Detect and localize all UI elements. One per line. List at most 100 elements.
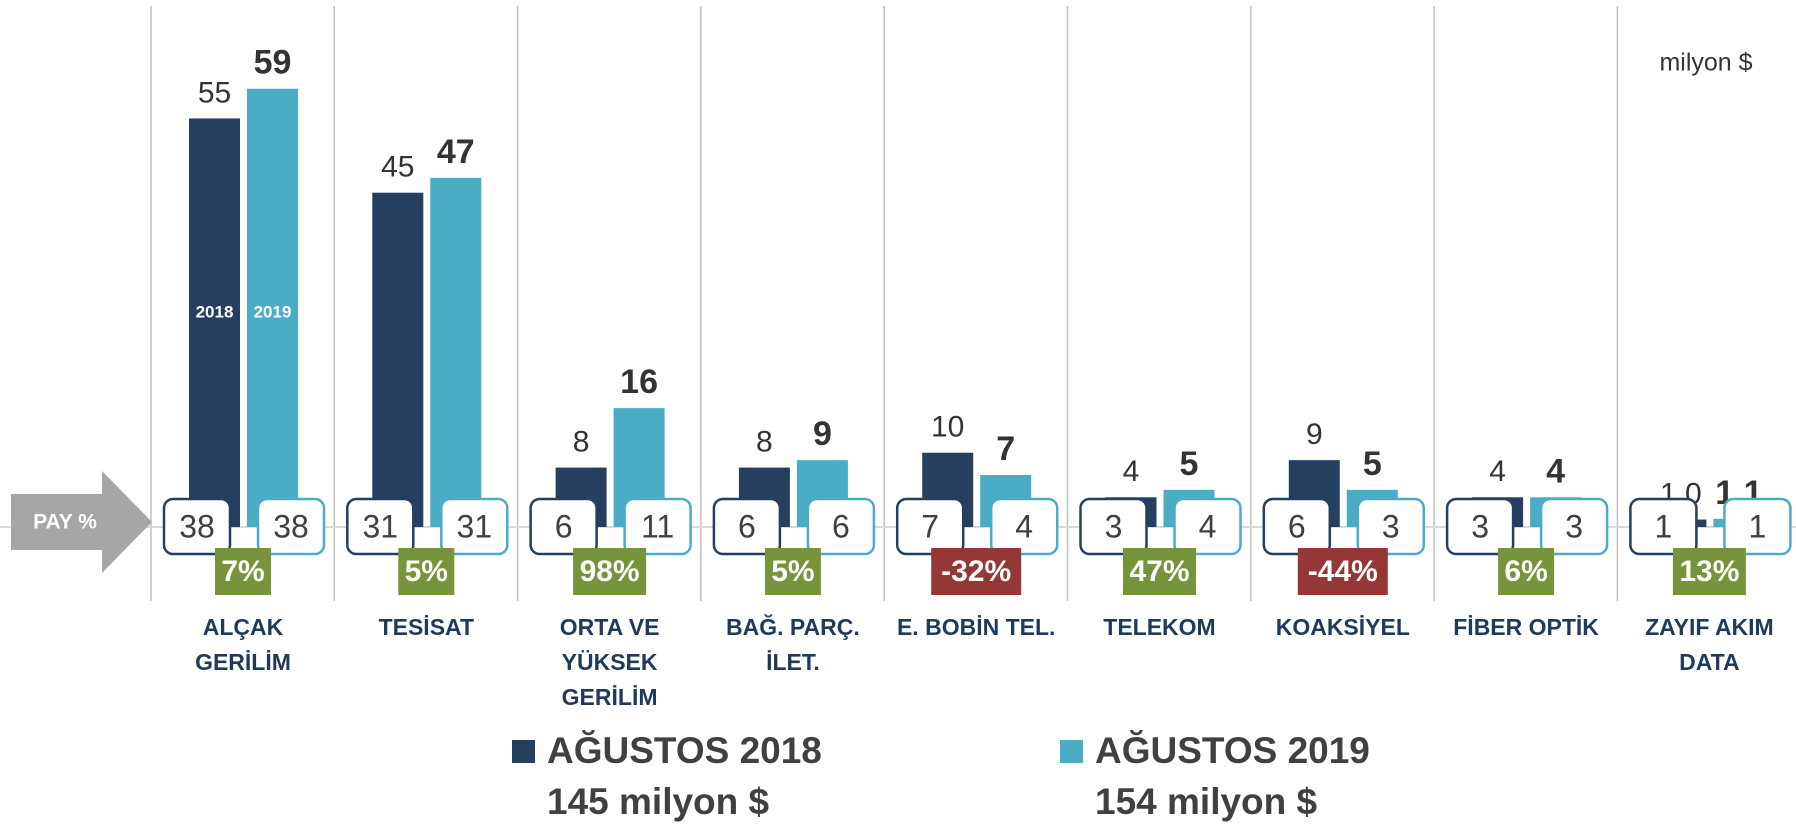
value-label: 55 (198, 76, 231, 109)
value-label: 9 (813, 415, 832, 453)
share-title: PAY % (33, 511, 97, 534)
share-label: 1 (1749, 508, 1767, 544)
category-label: ZAYIF AKIM (1645, 614, 1774, 640)
category-label: TELEKOM (1103, 614, 1215, 640)
change-label: 5% (405, 555, 448, 588)
category-label: ORTA VE (560, 614, 660, 640)
change-badge (215, 548, 271, 595)
category-label: E. BOBİN TEL. (897, 614, 1055, 640)
share-label: 3 (1382, 508, 1400, 544)
value-label: 4 (1546, 452, 1565, 490)
value-label: 10 (931, 411, 964, 444)
share-box (256, 497, 326, 556)
share-label: 3 (1105, 508, 1123, 544)
category-label: DATA (1679, 649, 1739, 675)
category-label: TESİSAT (379, 614, 474, 640)
legend-label: AĞUSTOS 2018 (547, 730, 822, 771)
value-label: 8 (756, 425, 773, 458)
share-box (1629, 497, 1698, 556)
share-label: 38 (273, 508, 309, 544)
share-label: 6 (1288, 508, 1306, 544)
share-label: 38 (179, 508, 215, 544)
share-label: 6 (738, 508, 756, 544)
category-label: GERİLİM (195, 649, 291, 675)
share-box (1445, 497, 1515, 556)
share-label: 11 (641, 508, 674, 544)
change-label: 98% (580, 555, 640, 588)
change-label: -44% (1308, 555, 1378, 588)
change-badge (573, 548, 647, 595)
share-label: 1 (1655, 508, 1673, 544)
bar (189, 118, 240, 527)
legend-total: 154 milyon $ (1095, 781, 1318, 822)
value-label: 9 (1306, 418, 1323, 451)
value-label: 45 (381, 151, 414, 184)
share-box (1079, 497, 1148, 556)
share-box (162, 497, 232, 556)
legend-total: 145 milyon $ (547, 781, 770, 822)
bar (247, 88, 298, 527)
series-short-label: 2018 (196, 302, 234, 321)
share-box (1539, 497, 1609, 556)
share-box (346, 497, 415, 556)
change-badge (764, 548, 821, 595)
share-label: 4 (1199, 508, 1217, 544)
share-box (1262, 497, 1332, 556)
change-label: 7% (221, 555, 264, 588)
share-label: 31 (457, 508, 493, 544)
category-label: İLET. (766, 649, 820, 675)
value-label: 4 (1123, 455, 1140, 488)
change-badge (1123, 548, 1196, 595)
category-label: BAĞ. PARÇ. (726, 613, 860, 640)
category-label: KOAKSİYEL (1276, 614, 1410, 640)
value-label: 47 (437, 133, 475, 171)
value-label: 5 (1180, 445, 1199, 483)
value-label: 16 (620, 363, 658, 401)
bar (430, 177, 482, 527)
change-badge (1672, 548, 1746, 595)
share-box (1723, 497, 1792, 556)
value-label: 8 (573, 425, 590, 458)
legend-swatch (512, 740, 535, 763)
change-label: -32% (941, 555, 1011, 588)
share-box (806, 497, 876, 556)
bar (372, 192, 424, 527)
change-badge (931, 548, 1022, 595)
share-label: 3 (1565, 508, 1583, 544)
value-label: 4 (1489, 455, 1506, 488)
value-label: 59 (254, 44, 292, 82)
category-label: YÜKSEK (562, 649, 658, 675)
share-label: 6 (832, 508, 850, 544)
share-box (623, 497, 692, 556)
unit-label: milyon $ (1659, 49, 1752, 77)
share-label: 6 (555, 508, 573, 544)
share-arrow (11, 471, 152, 573)
share-box (440, 497, 509, 556)
share-box (1356, 497, 1426, 556)
series-short-label: 2019 (254, 302, 292, 321)
share-label: 31 (363, 508, 399, 544)
value-label: 5 (1363, 445, 1382, 483)
category-label: FİBER OPTİK (1453, 614, 1599, 640)
change-label: 6% (1504, 555, 1547, 588)
share-box (529, 497, 598, 556)
value-label: 7 (996, 430, 1015, 468)
change-badge (398, 548, 455, 595)
share-box (895, 497, 965, 556)
change-label: 5% (771, 555, 814, 588)
share-box (1173, 497, 1242, 556)
legend-label: AĞUSTOS 2019 (1095, 730, 1370, 771)
share-label: 4 (1015, 508, 1033, 544)
category-label: GERİLİM (562, 684, 658, 710)
change-label: 13% (1679, 555, 1739, 588)
change-badge (1498, 548, 1555, 595)
share-label: 3 (1471, 508, 1489, 544)
legend-swatch (1060, 740, 1083, 763)
share-box (712, 497, 782, 556)
share-label: 7 (921, 508, 939, 544)
category-label: ALÇAK (203, 614, 284, 640)
change-badge (1297, 548, 1388, 595)
change-label: 47% (1129, 555, 1189, 588)
share-box (989, 497, 1059, 556)
